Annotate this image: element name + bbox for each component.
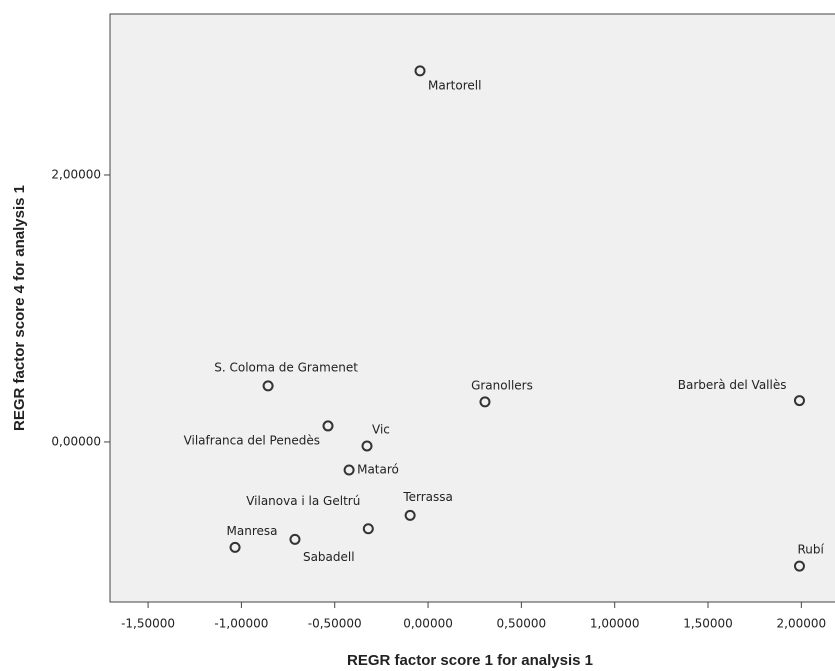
x-tick-label: 0,00000	[403, 617, 453, 631]
point-label: Martorell	[428, 78, 481, 92]
point	[793, 395, 805, 407]
point	[793, 560, 805, 572]
point	[404, 509, 416, 521]
x-tick-label: -1,00000	[214, 617, 268, 631]
point-label: Granollers	[471, 378, 533, 392]
point-label: Vic	[372, 422, 390, 436]
y-tick-label: 2,00000	[51, 167, 101, 181]
x-tick-label: 1,00000	[590, 617, 640, 631]
point	[479, 396, 491, 408]
point	[289, 533, 301, 545]
point	[229, 541, 241, 553]
point	[414, 65, 426, 77]
point-label: Mataró	[357, 462, 399, 476]
point	[322, 420, 334, 432]
x-axis-label: REGR factor score 1 for analysis 1	[347, 652, 593, 669]
x-tick-label: -0,50000	[308, 617, 362, 631]
point-label: S. Coloma de Gramenet	[214, 360, 358, 374]
point-label: Vilanova i la Geltrú	[246, 494, 360, 508]
x-tick-label: -1,50000	[121, 617, 175, 631]
y-tick-label: 0,00000	[51, 434, 101, 448]
x-tick-label: 0,50000	[497, 617, 547, 631]
point	[262, 380, 274, 392]
point-label: Sabadell	[303, 550, 355, 564]
point-label: Manresa	[227, 524, 278, 538]
point-label: Vilafranca del Penedès	[184, 433, 320, 447]
x-tick-label: 1,50000	[683, 617, 733, 631]
plot-area	[109, 13, 835, 603]
point-label: Terrassa	[402, 490, 453, 504]
point-label: Barberà del Vallès	[678, 378, 787, 392]
y-axis-label: REGR factor score 4 for analysis 1	[11, 185, 28, 431]
point	[361, 440, 373, 452]
point-label: Rubí	[797, 543, 824, 557]
x-tick-label: 2,00000	[777, 617, 827, 631]
point	[362, 523, 374, 535]
point	[343, 464, 355, 476]
